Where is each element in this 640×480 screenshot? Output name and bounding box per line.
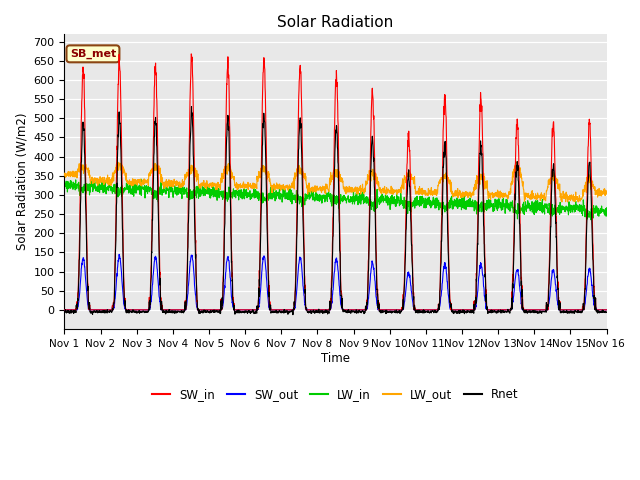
LW_in bbox=[351, 193, 359, 199]
LW_in bbox=[555, 204, 563, 209]
LW_in bbox=[603, 205, 611, 211]
SW_in bbox=[603, 307, 611, 313]
Rnet bbox=[61, 310, 68, 315]
Line: SW_in: SW_in bbox=[65, 54, 607, 310]
SW_out bbox=[212, 307, 220, 313]
LW_out bbox=[564, 199, 572, 205]
Rnet bbox=[289, 312, 297, 318]
SW_in bbox=[61, 307, 68, 313]
LW_in bbox=[61, 180, 68, 186]
Rnet bbox=[364, 302, 371, 308]
Rnet bbox=[493, 308, 501, 314]
SW_in bbox=[212, 307, 220, 313]
Line: SW_out: SW_out bbox=[65, 254, 607, 310]
LW_out bbox=[513, 159, 521, 165]
SW_out bbox=[603, 307, 611, 313]
Rnet bbox=[556, 307, 563, 313]
LW_out bbox=[570, 194, 578, 200]
LW_out bbox=[493, 190, 500, 195]
Line: Rnet: Rnet bbox=[65, 107, 607, 315]
SW_out bbox=[493, 307, 501, 313]
SW_in bbox=[188, 51, 195, 57]
Rnet bbox=[570, 311, 578, 316]
LW_out bbox=[212, 184, 220, 190]
LW_out bbox=[351, 185, 359, 191]
SW_out bbox=[351, 307, 359, 313]
Rnet bbox=[188, 104, 195, 109]
SW_out bbox=[363, 304, 371, 310]
SW_out bbox=[115, 252, 123, 257]
SW_out bbox=[61, 307, 68, 313]
LW_out bbox=[61, 173, 68, 179]
LW_in bbox=[363, 199, 371, 205]
Y-axis label: Solar Radiation (W/m2): Solar Radiation (W/m2) bbox=[15, 113, 28, 250]
SW_in bbox=[351, 307, 359, 313]
SW_out bbox=[570, 307, 578, 313]
LW_out bbox=[555, 182, 563, 188]
Line: LW_out: LW_out bbox=[65, 162, 607, 202]
LW_in bbox=[570, 206, 578, 212]
Line: LW_in: LW_in bbox=[65, 179, 607, 220]
SW_in bbox=[363, 297, 371, 303]
SW_out bbox=[555, 307, 563, 313]
SW_in bbox=[555, 306, 563, 312]
LW_in bbox=[138, 176, 145, 182]
LW_in bbox=[493, 197, 501, 203]
Legend: SW_in, SW_out, LW_in, LW_out, Rnet: SW_in, SW_out, LW_in, LW_out, Rnet bbox=[147, 384, 524, 406]
LW_out bbox=[603, 191, 611, 197]
Rnet bbox=[212, 308, 220, 314]
LW_in bbox=[212, 190, 220, 195]
LW_in bbox=[587, 217, 595, 223]
Title: Solar Radiation: Solar Radiation bbox=[277, 15, 394, 30]
Rnet bbox=[351, 309, 359, 315]
SW_in bbox=[493, 307, 501, 313]
X-axis label: Time: Time bbox=[321, 351, 350, 364]
SW_in bbox=[570, 307, 578, 313]
Rnet bbox=[603, 309, 611, 315]
LW_out bbox=[363, 180, 371, 185]
Text: SB_met: SB_met bbox=[70, 48, 116, 59]
